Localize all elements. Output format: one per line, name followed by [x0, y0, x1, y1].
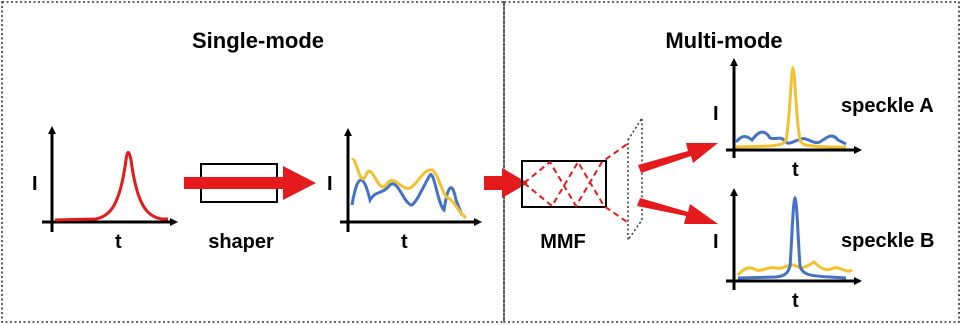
- speckle-b-label: speckle B: [841, 230, 934, 252]
- mmf-box: [521, 160, 607, 208]
- mmf-ray-1: [523, 141, 631, 208]
- speckle-b-time-label: t: [792, 290, 799, 312]
- speckle-b-plot: I t speckle B: [713, 188, 934, 312]
- multi-mode-title: Multi-mode: [665, 28, 782, 53]
- input-intensity-label: I: [32, 173, 38, 195]
- shaper-arrow: [184, 166, 316, 200]
- speckle-a-label: speckle A: [841, 95, 934, 117]
- speckle-a-yellow-curve: [735, 65, 846, 149]
- shaper-block: shaper: [184, 163, 316, 253]
- single-mode-title: Single-mode: [192, 28, 324, 53]
- speckle-a-time-label: t: [792, 159, 799, 181]
- shaped-blue-curve: [350, 173, 464, 216]
- speckle-a-intensity-label: I: [713, 103, 719, 125]
- mmf-ray-2: [523, 160, 631, 225]
- observation-screen: [627, 115, 643, 243]
- mmf-block: MMF: [521, 141, 631, 253]
- shaper-label: shaper: [208, 231, 274, 253]
- shaped-yellow-curve: [350, 158, 467, 220]
- speckle-b-yellow-curve: [736, 260, 853, 277]
- single-mode-panel-border: [1, 1, 505, 323]
- speckle-a-plot: I t speckle A: [713, 58, 934, 181]
- speckle-a-blue-curve: [734, 130, 847, 146]
- shaped-time-label: t: [401, 231, 408, 253]
- arrow-to-speckle-a: [638, 143, 718, 173]
- input-time-label: t: [115, 231, 122, 253]
- mmf-input-arrow: [484, 168, 528, 198]
- shaped-pulse-plot: I t: [327, 128, 482, 253]
- arrow-to-speckle-b: [637, 198, 718, 224]
- input-pulse-plot: I t: [32, 126, 178, 253]
- mmf-label: MMF: [540, 231, 586, 253]
- shaped-intensity-label: I: [327, 173, 333, 195]
- speckle-b-blue-curve: [737, 195, 847, 280]
- speckle-b-intensity-label: I: [713, 231, 719, 253]
- input-pulse-curve: [54, 151, 168, 222]
